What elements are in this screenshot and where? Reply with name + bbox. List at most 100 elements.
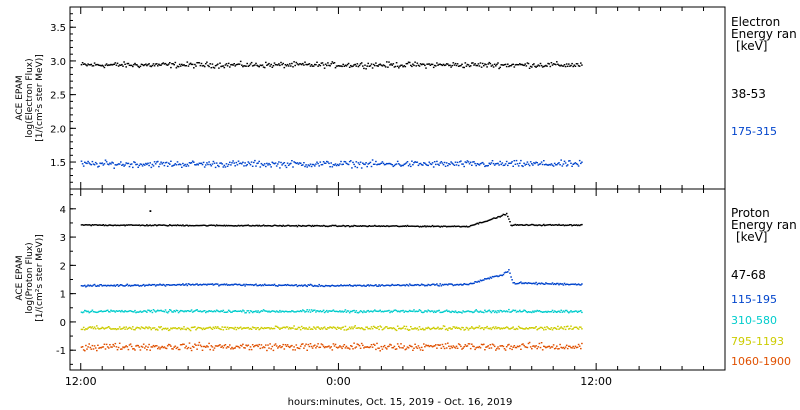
data-point — [172, 327, 174, 329]
data-point — [544, 164, 546, 166]
data-point — [403, 284, 405, 286]
data-point — [225, 224, 228, 227]
data-point — [283, 66, 286, 69]
data-point — [123, 326, 125, 328]
data-point — [267, 63, 269, 66]
data-point — [522, 343, 524, 345]
data-point — [229, 327, 231, 329]
data-point — [413, 328, 415, 330]
data-point — [329, 285, 331, 288]
data-point — [151, 327, 154, 329]
data-point — [453, 311, 456, 313]
data-point — [541, 311, 544, 313]
data-point — [317, 65, 319, 67]
data-point — [370, 284, 373, 287]
data-point — [214, 326, 217, 328]
data-point — [189, 62, 192, 64]
data-point — [501, 328, 504, 330]
data-point — [237, 63, 240, 65]
data-point — [222, 225, 225, 227]
data-point — [577, 224, 580, 226]
data-point — [577, 328, 580, 330]
data-point — [324, 162, 327, 164]
data-point — [351, 310, 353, 313]
data-point — [186, 327, 189, 329]
data-point — [536, 283, 538, 286]
data-point — [167, 284, 170, 286]
data-point — [568, 328, 570, 330]
data-point — [229, 284, 231, 286]
data-point — [322, 345, 325, 348]
data-point — [430, 310, 433, 312]
data-point — [274, 162, 277, 164]
data-point — [335, 310, 338, 312]
data-point — [570, 346, 572, 349]
data-point — [182, 162, 184, 165]
data-point — [318, 346, 320, 349]
data-point — [250, 348, 253, 351]
data-point — [169, 284, 171, 286]
data-point — [154, 63, 157, 65]
data-point — [443, 161, 446, 164]
data-point — [430, 225, 433, 228]
data-point — [448, 225, 450, 228]
data-point — [574, 345, 577, 347]
data-point — [487, 164, 489, 167]
data-point — [85, 310, 87, 312]
data-point — [374, 309, 376, 311]
data-point — [149, 349, 151, 351]
data-point — [574, 326, 577, 328]
data-point — [308, 309, 311, 311]
data-point — [394, 225, 397, 227]
data-point — [210, 310, 213, 312]
data-point — [487, 310, 489, 312]
data-point — [517, 224, 520, 226]
data-point — [395, 225, 398, 227]
data-point — [404, 225, 407, 227]
data-point — [289, 163, 291, 165]
data-point — [318, 283, 320, 286]
data-point — [134, 161, 136, 164]
data-point — [130, 284, 133, 287]
data-point — [510, 311, 512, 313]
data-point — [384, 326, 387, 328]
data-point — [557, 63, 559, 65]
data-point — [516, 345, 519, 347]
data-point — [372, 343, 375, 345]
data-point — [471, 62, 473, 64]
data-point — [454, 327, 457, 329]
data-point — [468, 310, 471, 313]
data-point — [391, 164, 393, 166]
data-point — [128, 224, 131, 226]
data-point — [368, 225, 371, 227]
data-point — [363, 328, 365, 331]
data-point — [306, 166, 308, 168]
data-point — [416, 161, 419, 163]
data-point — [159, 327, 161, 329]
data-point — [364, 328, 366, 331]
data-point — [341, 326, 343, 329]
data-point — [474, 310, 476, 312]
data-point — [336, 347, 339, 349]
data-point — [271, 328, 274, 330]
data-point — [547, 283, 549, 285]
data-point — [82, 326, 85, 329]
data-point — [466, 160, 469, 162]
data-point — [440, 225, 443, 227]
data-point — [340, 284, 342, 286]
data-point — [580, 284, 582, 286]
data-point — [263, 283, 266, 285]
data-point — [341, 225, 343, 227]
data-point — [493, 164, 496, 166]
data-point — [287, 164, 290, 166]
data-point — [505, 65, 508, 68]
data-point — [488, 61, 491, 64]
data-point — [257, 162, 259, 164]
data-point — [342, 224, 344, 227]
data-point — [315, 311, 317, 313]
proton-ylabel-line3: [1/(cm²s ster MeV)] — [35, 234, 45, 321]
data-point — [161, 163, 163, 165]
data-point — [407, 285, 410, 287]
data-point — [102, 164, 105, 166]
data-point — [460, 283, 462, 285]
